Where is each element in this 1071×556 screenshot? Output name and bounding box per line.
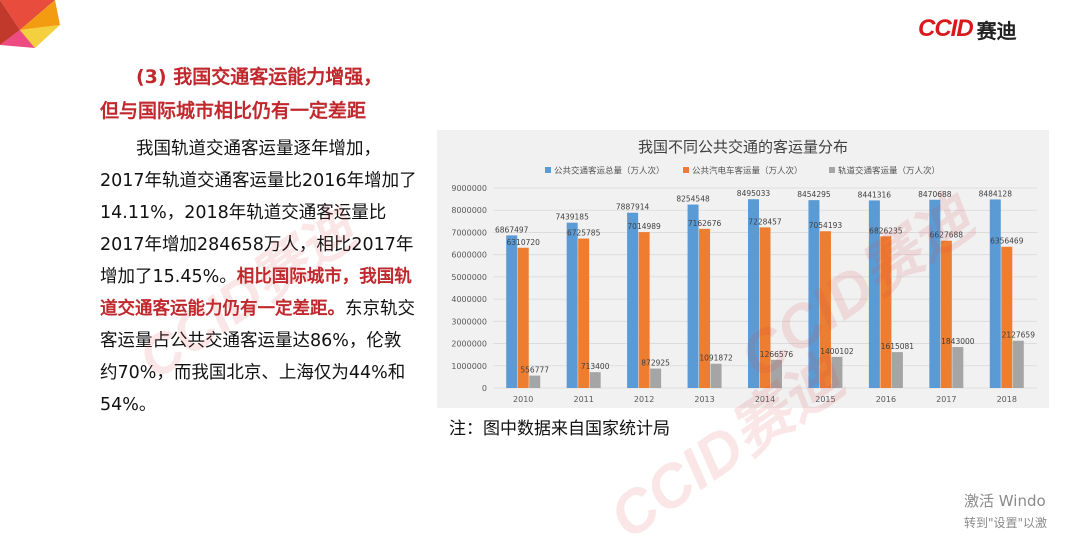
data-label: 1091872 — [699, 354, 733, 363]
body-text-1: 我国轨道交通客运量逐年增加，2017年轨道交通客运量比2016年增加了14.11… — [100, 139, 417, 287]
data-label: 1615081 — [881, 342, 915, 351]
y-tick-label: 4000000 — [451, 295, 487, 304]
corner-decoration — [0, 0, 60, 48]
data-label: 7162676 — [688, 219, 722, 228]
bar — [880, 236, 892, 388]
bar — [868, 200, 880, 388]
bar — [699, 228, 711, 388]
bar — [1012, 340, 1024, 388]
heading-line-1: (3) 我国交通客运能力增强， — [136, 66, 383, 88]
data-label: 872925 — [641, 359, 670, 368]
y-tick-label: 2000000 — [451, 340, 487, 349]
bar — [1001, 246, 1013, 388]
bar — [650, 368, 662, 388]
legend-label: 公共汽电车客运量（万人次） — [692, 166, 803, 177]
bar — [589, 372, 601, 388]
data-label: 6627688 — [930, 231, 964, 240]
bar — [891, 352, 903, 388]
bar — [627, 212, 639, 388]
chart-panel: 我国不同公共交通的客运量分布公共交通客运总量（万人次） 公共汽电车客运量（万人次）… — [437, 130, 1049, 408]
y-tick-label: 7000000 — [451, 228, 487, 237]
ccid-logo: CCID 赛迪 — [918, 14, 1017, 44]
heading-line-2: 但与国际城市相比仍有一定差距 — [100, 100, 367, 122]
bar — [506, 235, 518, 388]
x-tick-label: 2015 — [815, 395, 835, 404]
data-label: 7887914 — [616, 203, 650, 212]
bar — [517, 247, 529, 388]
legend-label: 公共交通客运总量（万人次） — [554, 166, 665, 177]
data-label: 7014989 — [627, 222, 661, 231]
x-tick-label: 2012 — [634, 395, 654, 404]
bar — [831, 356, 843, 388]
x-tick-label: 2011 — [573, 395, 593, 404]
x-tick-label: 2013 — [694, 395, 714, 404]
data-label: 6356469 — [990, 237, 1024, 246]
bar — [759, 227, 771, 388]
data-label: 8441316 — [858, 190, 892, 199]
bar — [771, 359, 782, 388]
y-tick-label: 8000000 — [451, 206, 487, 215]
y-tick-label: 1000000 — [451, 362, 487, 371]
y-tick-label: 0 — [482, 384, 487, 393]
logo-text-en: CCID — [918, 15, 974, 42]
bar — [710, 363, 722, 388]
legend-swatch — [683, 167, 689, 173]
activation-line-2: 转到"设置"以激 — [964, 516, 1048, 530]
y-tick-label: 3000000 — [451, 317, 487, 326]
logo-text-cn: 赛迪 — [976, 18, 1017, 43]
data-label: 6725785 — [567, 229, 601, 238]
bar — [808, 200, 820, 388]
bar — [638, 232, 650, 388]
data-label: 8254548 — [676, 195, 710, 204]
data-label: 8484128 — [979, 189, 1013, 198]
bar — [748, 199, 759, 388]
bar — [529, 375, 541, 388]
data-label: 1843000 — [941, 337, 975, 346]
bar — [940, 240, 952, 388]
y-tick-label: 5000000 — [451, 273, 487, 282]
body-paragraph: 我国轨道交通客运量逐年增加，2017年轨道交通客运量比2016年增加了14.11… — [100, 133, 418, 421]
bar — [578, 238, 590, 388]
chart-source-note: 注：图中数据来自国家统计局 — [449, 419, 670, 439]
data-label: 7228457 — [748, 217, 782, 226]
data-label: 713400 — [581, 362, 610, 371]
bar — [687, 204, 699, 388]
bar — [989, 199, 1001, 388]
slide-heading: (3) 我国交通客运能力增强， 但与国际城市相比仍有一定差距 — [100, 60, 430, 128]
chart-title: 我国不同公共交通的客运量分布 — [638, 138, 848, 156]
data-label: 6826235 — [869, 226, 903, 235]
data-label: 1266576 — [760, 350, 794, 359]
x-tick-label: 2016 — [876, 395, 896, 404]
activation-line-1: 激活 Windo — [964, 492, 1046, 510]
data-label: 8454295 — [797, 190, 831, 199]
data-label: 8470688 — [918, 190, 952, 199]
data-label: 2127659 — [1002, 331, 1036, 340]
data-label: 1400102 — [820, 347, 854, 356]
legend-label: 轨道交通客运量（万人次） — [838, 166, 940, 177]
data-label: 6310720 — [507, 238, 541, 247]
bar — [566, 222, 578, 388]
legend-swatch — [829, 167, 835, 173]
x-tick-label: 2017 — [936, 395, 956, 404]
bar — [952, 347, 964, 388]
x-tick-label: 2010 — [513, 395, 533, 404]
x-tick-label: 2014 — [755, 395, 775, 404]
x-tick-label: 2018 — [997, 395, 1017, 404]
y-tick-label: 6000000 — [451, 251, 487, 260]
data-label: 7054193 — [809, 221, 843, 230]
body-text-2: 东京轨交客运量占公共交通客运量达86%，伦敦约70%，而我国北京、上海仅为44%… — [100, 299, 415, 415]
body-text-highlight: 相比国际城市，我国轨道交通客运能力仍有一定差距。 — [100, 267, 412, 319]
data-label: 7439185 — [555, 213, 589, 222]
bar — [819, 231, 831, 388]
data-label: 556777 — [520, 366, 549, 375]
y-tick-label: 9000000 — [451, 184, 487, 193]
windows-activation-notice: 激活 Windo 转到"设置"以激 — [964, 490, 1047, 534]
legend-swatch — [545, 167, 551, 173]
bar — [929, 199, 941, 388]
data-label: 8495033 — [737, 189, 771, 198]
data-label: 6867497 — [495, 225, 529, 234]
